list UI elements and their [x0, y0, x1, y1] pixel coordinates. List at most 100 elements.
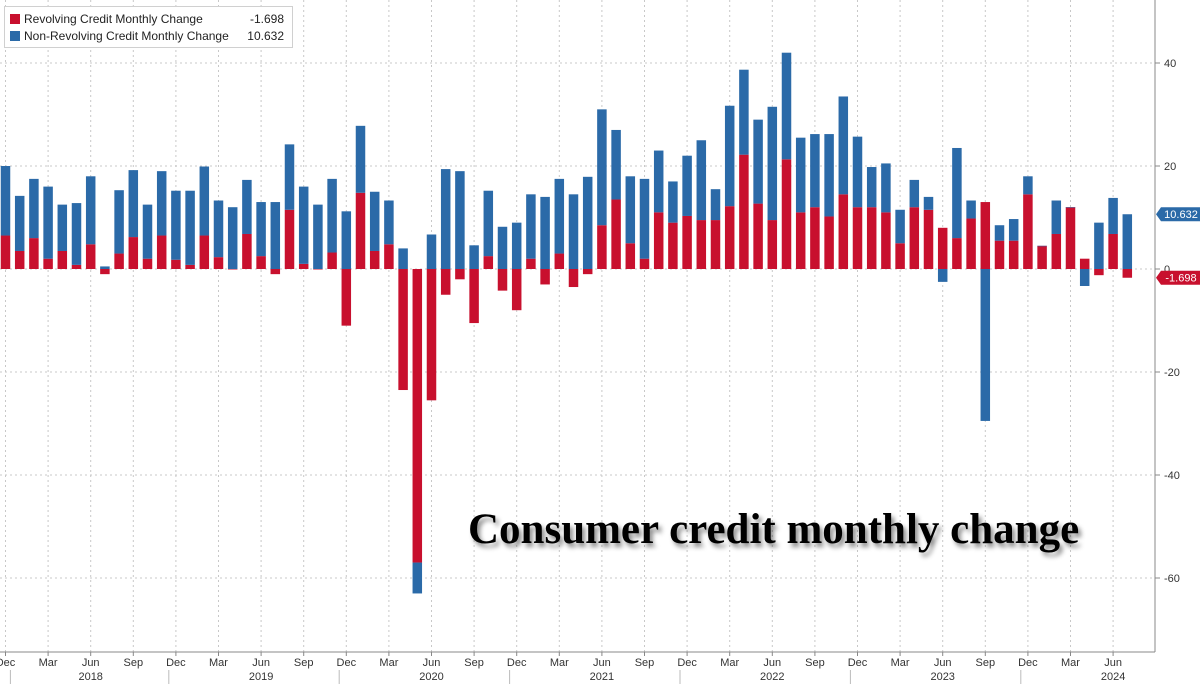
legend-item-non-revolving: Non-Revolving Credit Monthly Change 10.6…	[10, 27, 284, 44]
bar-revolving	[937, 227, 948, 269]
x-tick-label: Mar	[39, 657, 58, 669]
x-tick-label: Dec	[0, 657, 16, 669]
year-label: 2019	[249, 671, 273, 683]
bar-non-revolving	[895, 209, 905, 244]
bar-revolving	[895, 243, 905, 269]
bar-non-revolving	[156, 171, 167, 236]
bar-non-revolving	[511, 222, 522, 269]
bar-non-revolving	[1079, 269, 1090, 286]
bar-revolving	[341, 269, 352, 326]
bar-non-revolving	[653, 150, 664, 213]
bar-revolving	[753, 203, 763, 269]
bar-non-revolving	[242, 179, 252, 234]
bar-revolving	[1023, 194, 1033, 269]
bar-revolving	[639, 258, 650, 269]
bar-non-revolving	[682, 155, 692, 216]
bar-revolving	[1094, 269, 1104, 276]
y-tick-label: -40	[1164, 470, 1180, 482]
bar-non-revolving	[597, 109, 607, 226]
x-tick-label: Sep	[464, 657, 484, 669]
plot-area	[0, 0, 1155, 652]
bar-revolving	[483, 256, 494, 269]
bar-non-revolving	[909, 179, 920, 208]
legend-value-revolving: -1.698	[249, 11, 284, 26]
bar-revolving	[199, 235, 210, 269]
bar-revolving	[739, 154, 749, 269]
bar-revolving	[440, 269, 451, 295]
bar-revolving	[398, 269, 408, 391]
bar-non-revolving	[114, 190, 124, 254]
bar-revolving	[497, 269, 508, 291]
bar-non-revolving	[284, 144, 295, 210]
bar-non-revolving	[1037, 245, 1047, 247]
bar-non-revolving	[753, 119, 763, 204]
bar-revolving	[0, 235, 11, 269]
bar-revolving	[1037, 245, 1047, 269]
bar-non-revolving	[526, 194, 536, 259]
bar-non-revolving	[540, 196, 550, 269]
bar-non-revolving	[440, 169, 451, 269]
bar-revolving	[952, 238, 962, 269]
bar-non-revolving	[426, 234, 437, 269]
bar-revolving	[242, 233, 252, 269]
bar-revolving	[412, 269, 423, 563]
bar-non-revolving	[724, 105, 735, 207]
bar-revolving	[171, 259, 181, 269]
year-label: 2022	[760, 671, 784, 683]
legend-label-non-revolving: Non-Revolving Credit Monthly Change	[24, 28, 229, 43]
bar-revolving	[128, 237, 139, 269]
bar-revolving	[14, 250, 25, 269]
bar-non-revolving	[1065, 207, 1076, 208]
bar-revolving	[469, 269, 479, 324]
year-label: 2018	[78, 671, 102, 683]
bar-revolving	[57, 250, 68, 269]
bar-revolving	[1122, 269, 1133, 278]
bar-revolving	[611, 199, 621, 269]
x-tick-label: Dec	[166, 657, 186, 669]
bar-non-revolving	[923, 196, 934, 210]
bar-non-revolving	[43, 186, 53, 259]
last-value-label-revolving: -1.698	[1165, 273, 1196, 285]
bar-revolving	[682, 215, 692, 269]
bar-revolving	[227, 269, 238, 270]
bar-revolving	[696, 220, 707, 269]
bar-revolving	[355, 192, 366, 269]
x-tick-label: Dec	[677, 657, 697, 669]
bar-non-revolving	[483, 190, 494, 257]
bar-non-revolving	[767, 106, 778, 221]
bar-non-revolving	[341, 211, 352, 269]
bar-non-revolving	[781, 52, 792, 160]
bar-non-revolving	[142, 204, 153, 259]
bar-revolving	[114, 253, 124, 269]
bar-non-revolving	[1122, 214, 1133, 269]
bar-revolving	[923, 209, 934, 269]
x-tick-label: Sep	[124, 657, 144, 669]
bar-non-revolving	[952, 147, 962, 239]
bar-revolving	[1079, 258, 1090, 269]
bar-non-revolving	[824, 134, 834, 217]
last-value-tag-revolving	[1156, 270, 1200, 285]
bar-non-revolving	[171, 190, 181, 260]
bar-non-revolving	[1051, 200, 1062, 234]
bar-revolving	[511, 269, 522, 311]
legend-label-revolving: Revolving Credit Monthly Change	[24, 11, 203, 26]
bar-non-revolving	[1108, 197, 1118, 234]
bar-revolving	[384, 244, 394, 269]
bar-revolving	[455, 269, 465, 280]
bar-non-revolving	[696, 140, 707, 221]
bar-revolving	[852, 207, 863, 269]
bar-revolving	[1108, 233, 1118, 269]
x-tick-label: Jun	[82, 657, 100, 669]
x-tick-label: Dec	[1018, 657, 1038, 669]
x-tick-label: Jun	[593, 657, 611, 669]
bar-revolving	[866, 207, 877, 269]
bar-non-revolving	[866, 167, 877, 208]
bar-revolving	[810, 207, 820, 269]
bar-revolving	[369, 250, 380, 269]
y-tick-label: 0	[1164, 264, 1170, 276]
bar-non-revolving	[71, 203, 82, 265]
x-tick-label: Dec	[337, 657, 357, 669]
x-tick-label: Sep	[805, 657, 825, 669]
y-tick-label: -20	[1164, 367, 1180, 379]
